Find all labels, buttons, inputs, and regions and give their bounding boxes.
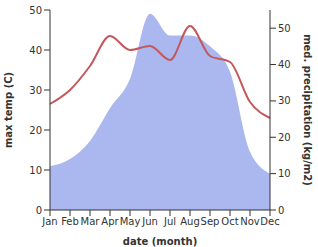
svg-text:Feb: Feb <box>61 216 79 227</box>
svg-text:Aug: Aug <box>180 216 200 227</box>
svg-text:40: 40 <box>278 59 291 70</box>
svg-text:20: 20 <box>29 125 42 136</box>
svg-text:Oct: Oct <box>221 216 238 227</box>
svg-text:10: 10 <box>278 168 291 179</box>
svg-text:50: 50 <box>29 5 42 16</box>
svg-text:0: 0 <box>278 205 284 216</box>
svg-text:30: 30 <box>29 85 42 96</box>
svg-text:Sep: Sep <box>201 216 220 227</box>
svg-text:30: 30 <box>278 95 291 106</box>
svg-text:Jan: Jan <box>41 216 57 227</box>
svg-text:date (month): date (month) <box>123 236 197 247</box>
svg-text:40: 40 <box>29 45 42 56</box>
svg-text:Nov: Nov <box>240 216 260 227</box>
svg-text:Jul: Jul <box>163 216 176 227</box>
svg-text:Dec: Dec <box>260 216 279 227</box>
svg-text:May: May <box>120 216 141 227</box>
svg-text:10: 10 <box>29 165 42 176</box>
svg-text:50: 50 <box>278 23 291 34</box>
svg-text:0: 0 <box>36 205 42 216</box>
svg-text:Mar: Mar <box>81 216 101 227</box>
svg-text:med. precipitation (kg/m2): med. precipitation (kg/m2) <box>302 34 310 186</box>
svg-text:20: 20 <box>278 132 291 143</box>
svg-text:max temp (C): max temp (C) <box>8 72 14 148</box>
svg-text:Apr: Apr <box>101 216 119 227</box>
svg-text:Jun: Jun <box>141 216 158 227</box>
